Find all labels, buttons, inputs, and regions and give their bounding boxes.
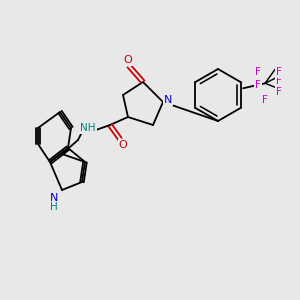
Text: F: F (276, 87, 282, 97)
Text: NH: NH (80, 123, 96, 133)
Text: F: F (262, 95, 268, 105)
Text: H: H (50, 202, 58, 212)
Text: O: O (124, 55, 132, 65)
Text: F: F (276, 76, 282, 86)
Text: F: F (255, 80, 261, 90)
Text: N: N (164, 95, 172, 105)
Text: F: F (276, 67, 282, 77)
Text: F: F (255, 67, 261, 77)
Text: N: N (50, 193, 58, 203)
Text: O: O (118, 140, 127, 150)
